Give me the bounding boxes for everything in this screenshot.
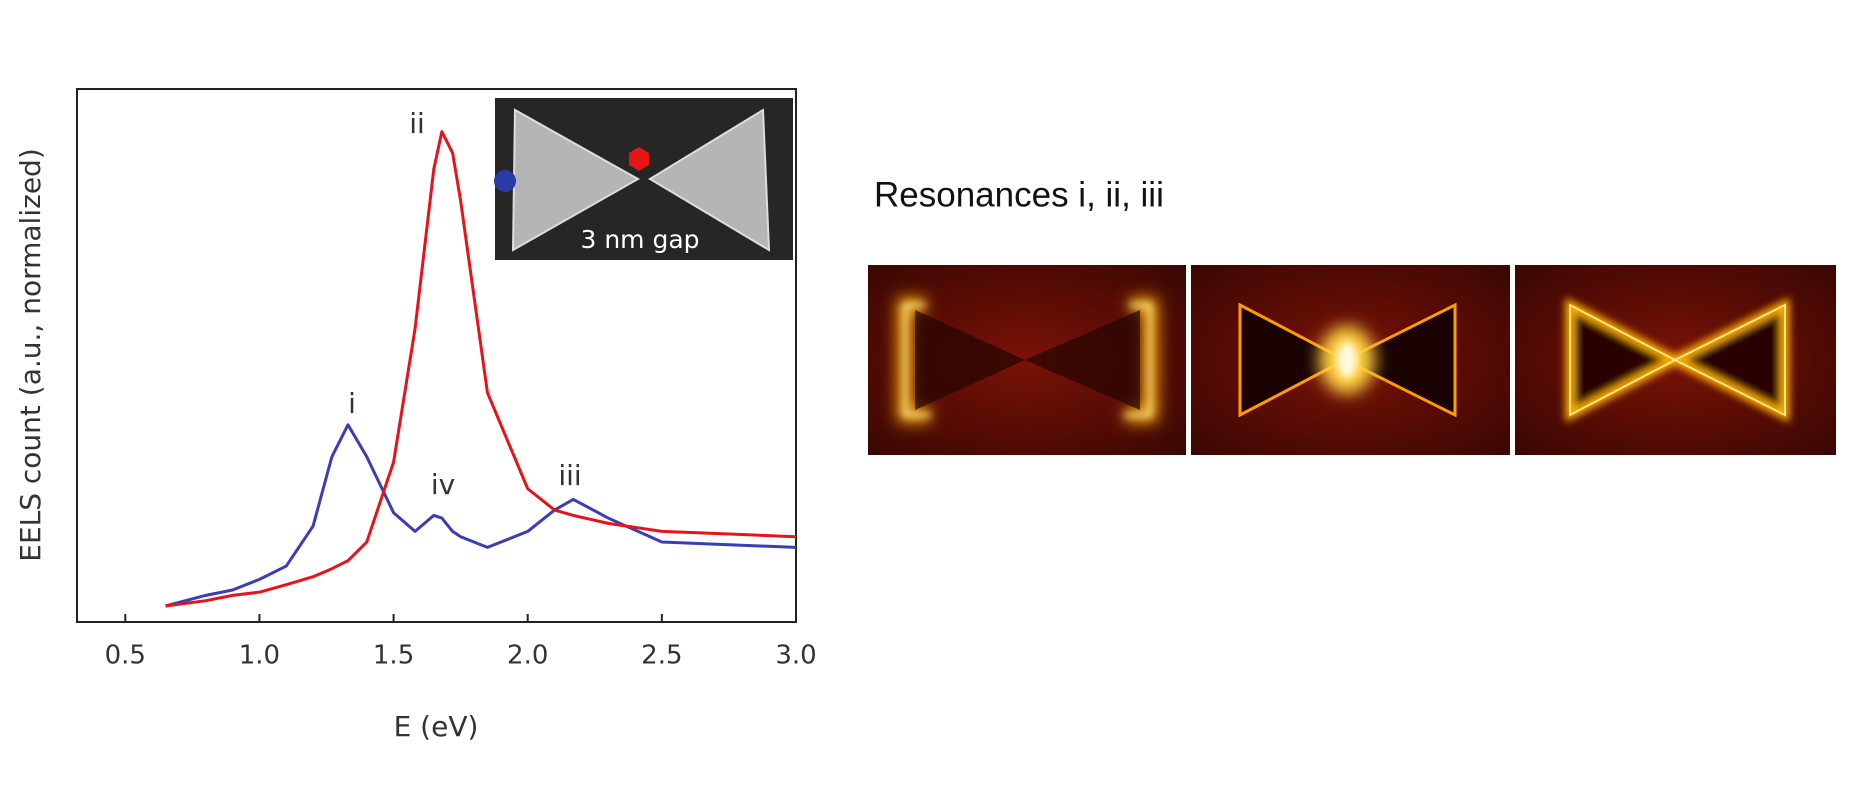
x-tick-label: 3.0 [775, 641, 816, 671]
map-bowtie [915, 310, 1140, 410]
x-tick-label: 2.0 [507, 641, 548, 671]
x-tick-label: 1.0 [239, 641, 280, 671]
data-line [165, 423, 797, 608]
resonance-map [868, 265, 1186, 455]
plot-frame [76, 88, 797, 623]
data-line [165, 130, 797, 608]
map-edge [1569, 303, 1786, 417]
resonance-map [1191, 265, 1510, 455]
inset-label: 3 nm gap [580, 225, 699, 254]
resonance-map [1515, 265, 1836, 455]
side-title: Resonances i, ii, iii [874, 175, 1164, 214]
peak-label: ii [409, 107, 425, 140]
x-axis-label: E (eV) [394, 710, 479, 743]
inset: 3 nm gap [494, 98, 793, 260]
probe-dot [629, 147, 649, 171]
x-tick-label: 0.5 [105, 641, 146, 671]
peak-label: iii [558, 459, 581, 492]
map-glow [1337, 342, 1357, 378]
peak-label: iv [431, 468, 455, 501]
x-tick-label: 2.5 [641, 641, 682, 671]
map-glow [903, 303, 1152, 417]
probe-dot [494, 170, 516, 192]
inset-triangle [648, 108, 771, 252]
peak-label: i [348, 387, 356, 420]
x-tick-label: 1.5 [373, 641, 414, 671]
y-axis-label: EELS count (a.u., normalized) [14, 148, 47, 562]
